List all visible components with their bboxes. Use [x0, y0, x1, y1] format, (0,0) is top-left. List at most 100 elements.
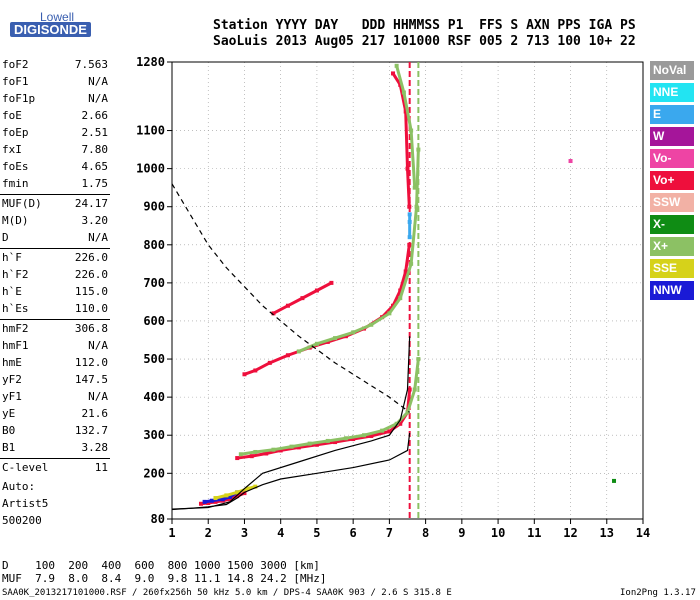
param-key: yF1	[2, 390, 22, 403]
trace-segment	[409, 206, 419, 264]
param-value: N/A	[88, 75, 108, 88]
logo-bottom: DIGISONDE	[10, 22, 91, 37]
trace-segment	[334, 330, 354, 340]
param-separator	[0, 248, 110, 249]
trace-segment	[301, 289, 318, 300]
param-key: foF1	[2, 75, 29, 88]
param-key: B0	[2, 424, 16, 437]
y-tick-label: 900	[143, 200, 165, 214]
legend-item: Vo-	[650, 149, 694, 168]
trace-segment	[251, 452, 267, 458]
param-row: foE 2.66	[2, 109, 108, 122]
trace-segment	[395, 65, 406, 93]
param-value: N/A	[88, 231, 108, 244]
param-key: MUF(D)	[2, 197, 42, 210]
logo-top: Lowell	[40, 10, 75, 24]
trace-point	[407, 212, 412, 217]
trace-segment	[237, 454, 252, 460]
trace-segment	[415, 149, 420, 207]
legend-item: NNW	[650, 281, 694, 300]
trace-point	[416, 147, 421, 152]
param-key: D	[2, 231, 9, 244]
param-value: 306.8	[74, 322, 108, 335]
x-tick-label: 10	[491, 526, 505, 540]
footer-version: Ion2Png 1.3.17	[620, 588, 696, 598]
param-row: D N/A	[2, 231, 108, 244]
electron-density-profile	[171, 432, 411, 511]
trace-segment	[363, 429, 383, 437]
y-tick-label: 400	[143, 390, 165, 404]
trace-segment	[402, 92, 413, 131]
x-tick-label: 6	[350, 526, 357, 540]
param-row: hmF1 N/A	[2, 339, 108, 352]
trace-segment	[404, 244, 411, 272]
trace-segment	[352, 323, 372, 334]
legend-item: X+	[650, 237, 694, 256]
param-key: foF1p	[2, 92, 36, 105]
param-row: foF2 7.563	[2, 58, 108, 71]
trace-segment	[255, 448, 274, 454]
param-row: h`E 115.0	[2, 285, 108, 298]
param-separator	[0, 458, 110, 459]
param-separator	[0, 319, 110, 320]
param-value: 21.6	[81, 407, 109, 420]
param-row: fxI 7.80	[2, 143, 108, 156]
trace-segment	[298, 342, 318, 353]
param-value: N/A	[88, 92, 108, 105]
auto-line2: Artist5	[2, 497, 49, 510]
param-key: M(D)	[2, 214, 29, 227]
trace-point	[416, 357, 421, 362]
trace-point	[253, 449, 258, 454]
param-key: hmF2	[2, 322, 29, 335]
legend-item: NoVal	[650, 61, 694, 80]
param-row: foF1 N/A	[2, 75, 108, 88]
param-value: 226.0	[74, 268, 108, 281]
param-key: h`F2	[2, 268, 29, 281]
param-row: M(D) 3.20	[2, 214, 108, 227]
trace-segment	[409, 130, 417, 188]
trace-point	[568, 159, 573, 164]
param-value: 226.0	[74, 251, 108, 264]
virtual-height-curve	[171, 336, 411, 510]
param-row: h`F2 226.0	[2, 268, 108, 281]
x-tick-label: 2	[205, 526, 212, 540]
param-value: 147.5	[74, 373, 108, 386]
x-tick-label: 8	[422, 526, 429, 540]
footer-source: SAA0K_2013217101000.RSF / 260fx256h 50 k…	[2, 588, 452, 598]
y-tick-label: 1000	[136, 162, 165, 176]
param-value: 3.28	[81, 441, 109, 454]
param-key: foE	[2, 109, 22, 122]
trace-segment	[370, 429, 390, 438]
param-row: C-level 11	[2, 461, 108, 474]
param-row: foF1p N/A	[2, 92, 108, 105]
legend-item: SSW	[650, 193, 694, 212]
auto-line3: 500200	[2, 514, 42, 527]
footer-muf-row: MUF 7.9 8.0 8.4 9.0 9.8 11.1 14.8 24.2 […	[2, 572, 327, 585]
param-value: 11	[94, 461, 108, 474]
param-row: yE 21.6	[2, 407, 108, 420]
x-tick-label: 14	[636, 526, 650, 540]
param-value: N/A	[88, 390, 108, 403]
trace-segment	[345, 433, 365, 440]
trace-segment	[391, 289, 402, 307]
trace-segment	[388, 297, 402, 315]
trace-segment	[265, 448, 282, 455]
param-key: hmE	[2, 356, 22, 369]
param-key: h`F	[2, 251, 22, 264]
param-row: hmE 112.0	[2, 356, 108, 369]
param-value: 115.0	[74, 285, 108, 298]
plot-frame	[171, 61, 644, 520]
trace-segment	[406, 389, 417, 413]
param-value: 7.563	[74, 58, 108, 71]
legend-item: E	[650, 105, 694, 124]
x-tick-label: 11	[527, 526, 541, 540]
muf-curve	[171, 183, 411, 413]
param-row: yF1 N/A	[2, 390, 108, 403]
param-row: foEp 2.51	[2, 126, 108, 139]
trace-segment	[404, 111, 409, 169]
param-row: yF2 147.5	[2, 373, 108, 386]
trace-segment	[254, 361, 271, 372]
trace-segment	[291, 442, 310, 449]
trace-point	[412, 185, 417, 190]
